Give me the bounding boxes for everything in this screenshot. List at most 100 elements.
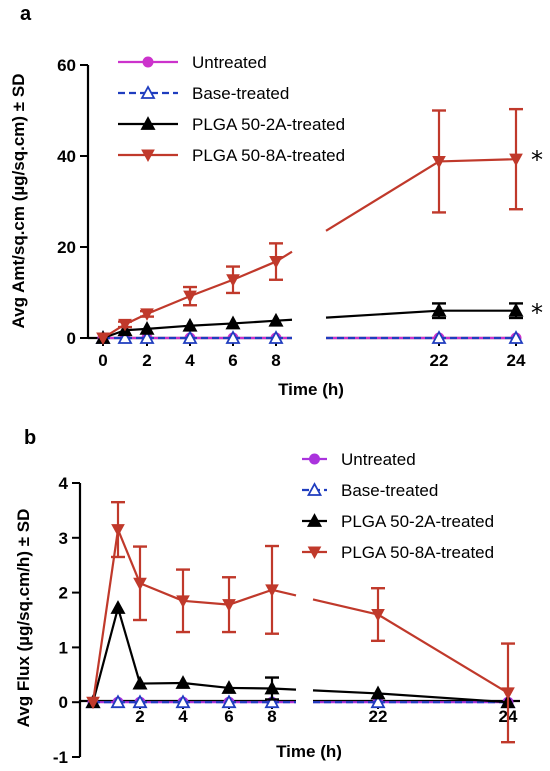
series-plga-50-2a-treated xyxy=(85,600,516,709)
series-plga-50-8a-treated xyxy=(86,500,515,744)
x-tick-label: 22 xyxy=(430,351,449,370)
data-point xyxy=(139,321,155,335)
series-plga-50-8a-treated xyxy=(96,107,523,346)
series-line xyxy=(228,686,273,690)
data-point xyxy=(182,317,198,332)
series-line xyxy=(116,607,142,684)
legend-item: PLGA 50-8A-treated xyxy=(118,146,345,165)
legend-label: PLGA 50-8A-treated xyxy=(341,543,494,562)
series-line xyxy=(325,309,440,319)
data-point xyxy=(118,318,132,332)
y-tick-label: 0 xyxy=(59,693,68,712)
y-tick-label: 2 xyxy=(59,584,68,603)
data-point xyxy=(226,274,240,287)
panel-label: a xyxy=(20,3,32,25)
series-base-treated xyxy=(85,694,516,709)
legend-marker xyxy=(141,149,155,163)
legend-label: Base-treated xyxy=(192,84,289,103)
x-tick-label: 6 xyxy=(228,351,237,370)
series-line xyxy=(146,295,191,315)
legend-item: Base-treated xyxy=(302,481,438,500)
series-line xyxy=(232,260,277,281)
series-line xyxy=(139,681,184,685)
x-tick-label: 4 xyxy=(185,351,195,370)
data-point xyxy=(182,330,198,344)
x-tick-label: 4 xyxy=(178,707,188,726)
data-point xyxy=(175,675,191,689)
data-point xyxy=(117,330,133,344)
x-tick-label: 8 xyxy=(271,351,280,370)
x-tick-label: 6 xyxy=(224,707,233,726)
series-line xyxy=(182,681,230,690)
legend-item: Base-treated xyxy=(118,84,289,103)
series-line xyxy=(312,689,379,695)
legend-marker xyxy=(140,116,156,130)
data-point xyxy=(183,290,197,304)
series-line xyxy=(91,529,120,703)
x-tick-label: 24 xyxy=(507,351,526,370)
data-point xyxy=(501,687,515,700)
x-tick-label: 22 xyxy=(369,707,388,726)
data-point xyxy=(96,332,110,346)
series-line xyxy=(312,598,379,616)
data-point xyxy=(86,696,100,710)
data-point xyxy=(265,584,279,597)
significance-star: * xyxy=(531,146,543,174)
legend-label: Untreated xyxy=(192,53,267,72)
y-axis-title: Avg Flux (µg/sq.cm/h) ± SD xyxy=(14,509,33,728)
data-point xyxy=(268,312,284,327)
data-point xyxy=(268,330,284,344)
series-line xyxy=(228,588,273,606)
data-point xyxy=(140,308,154,321)
series-line xyxy=(271,588,297,597)
data-point xyxy=(264,680,280,695)
data-point xyxy=(431,302,447,317)
legend-label: Untreated xyxy=(341,450,416,469)
legend-marker xyxy=(306,513,323,527)
data-point xyxy=(110,694,126,709)
data-point xyxy=(431,330,447,344)
data-point xyxy=(508,302,524,317)
series-line xyxy=(146,324,191,330)
y-tick-label: 20 xyxy=(57,238,76,257)
legend-item: PLGA 50-2A-treated xyxy=(118,115,345,134)
data-point xyxy=(370,694,386,709)
series-line xyxy=(377,613,509,694)
series-base-treated xyxy=(95,330,524,344)
x-tick-label: 2 xyxy=(135,707,144,726)
data-point xyxy=(221,694,237,709)
panel-label: b xyxy=(24,427,36,449)
series-line xyxy=(116,529,142,584)
data-point xyxy=(225,330,241,344)
y-tick-label: 60 xyxy=(57,56,76,75)
data-point xyxy=(222,599,236,612)
data-point xyxy=(132,675,148,690)
data-point xyxy=(110,600,126,614)
x-tick-label: 8 xyxy=(267,707,276,726)
series-line xyxy=(139,582,184,602)
x-axis-title: Time (h) xyxy=(278,380,344,399)
data-point xyxy=(221,680,237,694)
legend-marker xyxy=(306,482,323,496)
data-point xyxy=(139,330,155,344)
series-plga-50-2a-treated xyxy=(95,302,524,344)
legend-label: PLGA 50-2A-treated xyxy=(192,115,345,134)
y-tick-label: 3 xyxy=(59,529,68,548)
x-tick-label: 0 xyxy=(98,351,107,370)
x-tick-label: 2 xyxy=(142,351,151,370)
legend-marker xyxy=(142,56,154,68)
y-tick-label: 0 xyxy=(67,329,76,348)
legend-item: PLGA 50-2A-treated xyxy=(302,512,494,531)
data-point xyxy=(432,155,446,169)
data-point xyxy=(225,315,241,330)
data-point xyxy=(509,153,523,167)
legend-label: PLGA 50-8A-treated xyxy=(192,146,345,165)
y-tick-label: 1 xyxy=(59,638,68,657)
data-point xyxy=(269,256,283,269)
y-tick-label: 4 xyxy=(59,474,69,493)
y-tick-label: -1 xyxy=(53,748,68,767)
data-point xyxy=(175,694,191,709)
series-line xyxy=(438,158,517,163)
